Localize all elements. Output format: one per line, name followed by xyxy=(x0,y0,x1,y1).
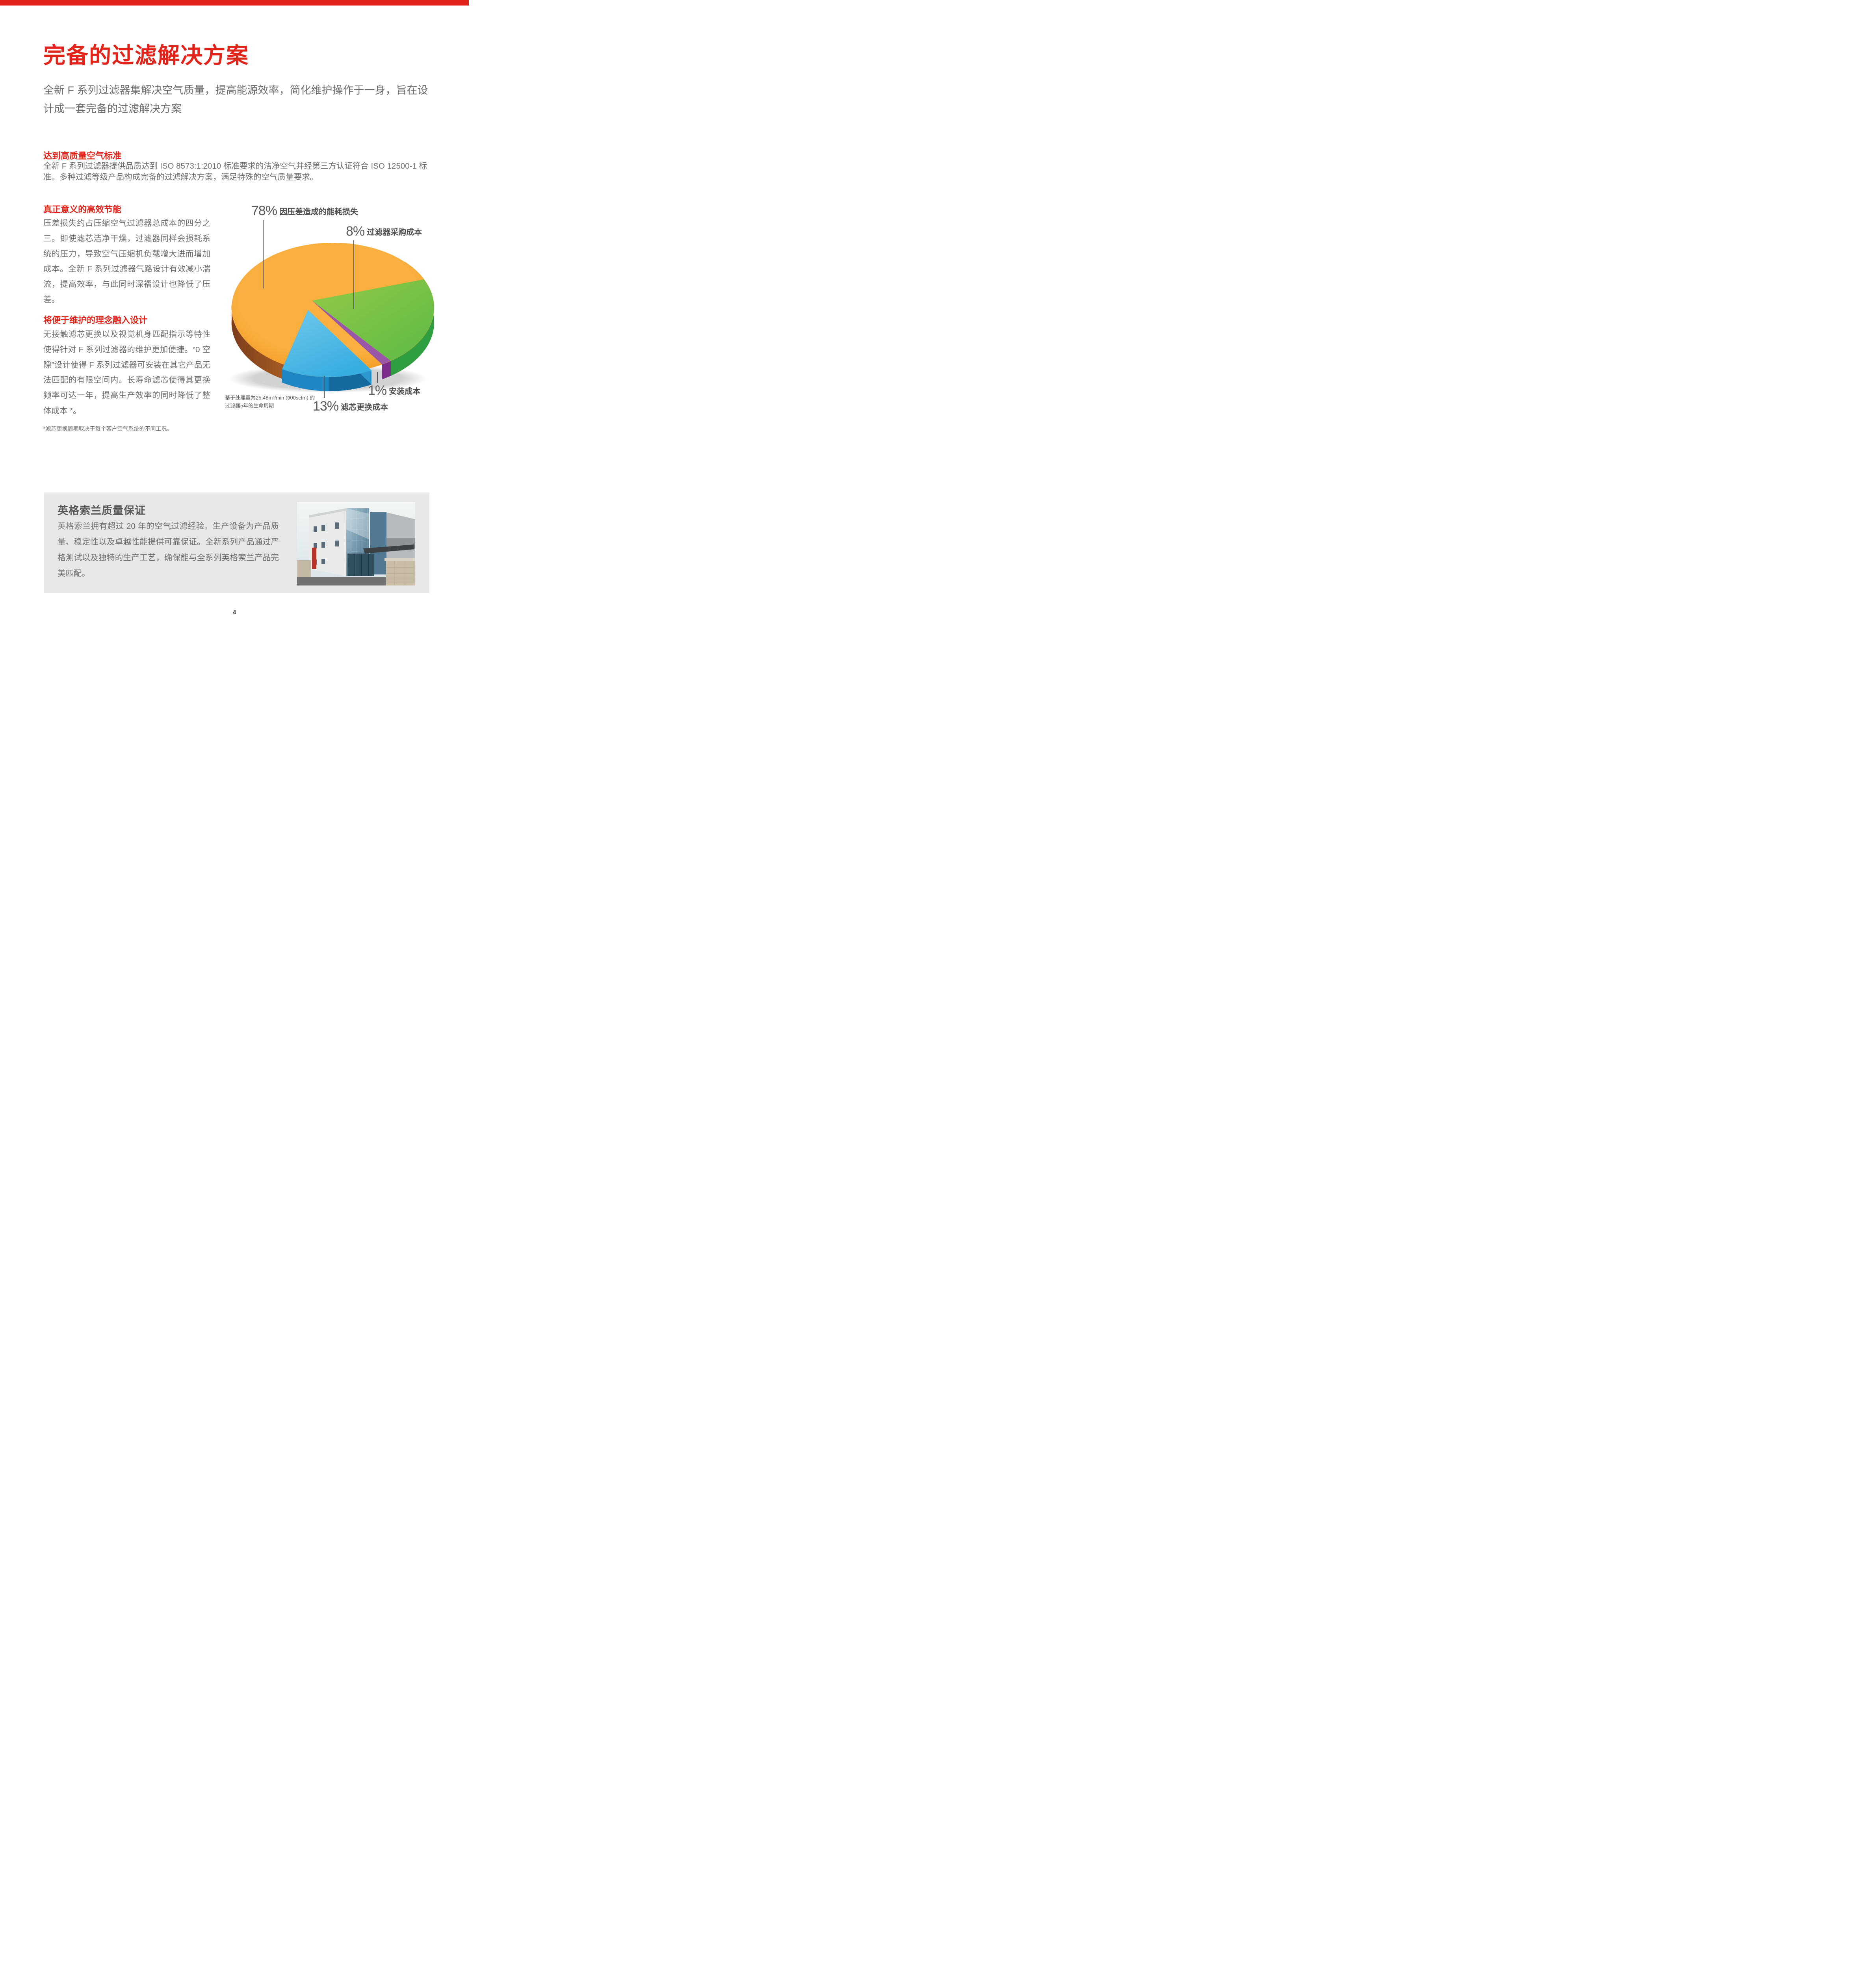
pie-slice-install-top xyxy=(312,301,391,364)
quality-panel-heading: 英格索兰质量保证 xyxy=(58,505,146,517)
pie-label-purchase: 8% 过滤器采购成本 xyxy=(346,224,422,239)
pie-pct-install: 1% xyxy=(368,383,387,398)
page-title: 完备的过滤解决方案 xyxy=(43,43,249,68)
footnote: *滤芯更换周期取决于每个客户空气系统的不同工况。 xyxy=(43,426,173,432)
section-heading-maintenance: 将便于维护的理念融入设计 xyxy=(43,315,148,325)
section-body-energy-saving: 压差损失约占压缩空气过滤器总成本的四分之三。即使滤芯洁净干燥，过滤器同样会损耗系… xyxy=(43,219,210,304)
pie-slice-install-rim xyxy=(382,361,391,379)
pie-label-energy: 78% 因压差造成的能耗损失 xyxy=(251,203,358,219)
leader-line-energy xyxy=(263,220,264,288)
quality-panel-body: 英格索兰拥有超过 20 年的空气过滤经验。生产设备为产品质量、稳定性以及卓越性能… xyxy=(58,522,279,578)
pie-label-replacement: 13% 滤芯更换成本 xyxy=(313,399,388,414)
brochure-page: 完备的过滤解决方案 全新 F 系列过滤器集解决空气质量，提高能源效率，简化维护操… xyxy=(0,0,469,637)
pie-3d-graphic xyxy=(229,243,435,393)
pie-text-energy: 因压差造成的能耗损失 xyxy=(279,208,358,216)
page-number: 4 xyxy=(232,609,236,616)
top-red-bar xyxy=(0,0,469,6)
intro-paragraph: 全新 F 系列过滤器集解决空气质量，提高能源效率，简化维护操作于一身，旨在设计成… xyxy=(43,84,428,115)
pie-drop-shadow xyxy=(229,364,427,393)
pie-slice-replacement-cut-left xyxy=(282,310,308,383)
pie-slice-energy-rim xyxy=(405,262,428,301)
pie-text-install: 安装成本 xyxy=(389,387,421,396)
pie-text-purchase: 过滤器采购成本 xyxy=(367,228,422,237)
leader-line-install xyxy=(377,372,378,383)
quality-panel: 英格索兰质量保证 英格索兰拥有超过 20 年的空气过滤经验。生产设备为产品质量、… xyxy=(44,492,429,593)
pie-text-replacement: 滤芯更换成本 xyxy=(341,403,388,412)
pie-pct-purchase: 8% xyxy=(346,224,365,239)
pie-slice-replacement-rim-left xyxy=(282,369,329,391)
pie-slice-energy-top xyxy=(232,243,434,373)
pie-slice-replacement-cut-right xyxy=(308,310,371,385)
pie-pct-replacement: 13% xyxy=(313,399,339,414)
pie-slice-purchase-rim xyxy=(391,286,435,376)
pie-slice-replacement-top xyxy=(282,310,371,377)
leader-line-purchase xyxy=(353,240,354,309)
pie-caption-line1: 基于处理量为25.48m³/min (900scfm) 的 xyxy=(225,395,315,401)
section-body-maintenance: 无接触滤芯更换以及视觉机身匹配指示等特性使得针对 F 系列过滤器的维护更加便捷。… xyxy=(43,330,210,415)
pie-caption-line2: 过滤器5年的生命周期 xyxy=(225,403,274,409)
pie-slice-energy-underside xyxy=(231,304,324,387)
pie-pct-energy: 78% xyxy=(251,203,277,218)
section-body-air-quality: 全新 F 系列过滤器提供品质达到 ISO 8573:1:2010 标准要求的洁净… xyxy=(43,162,427,182)
pie-caption: 基于处理量为25.48m³/min (900scfm) 的 过滤器5年的生命周期 xyxy=(225,394,315,410)
pie-slice-replacement-rim-right xyxy=(329,370,371,391)
section-heading-air-quality: 达到高质量空气标准 xyxy=(43,151,122,161)
leader-line-replacement xyxy=(324,376,325,398)
pie-label-install: 1% 安装成本 xyxy=(368,383,420,398)
section-heading-energy-saving: 真正意义的高效节能 xyxy=(43,204,122,214)
pie-slice-purchase-top xyxy=(312,279,434,361)
building-photo xyxy=(297,502,415,585)
